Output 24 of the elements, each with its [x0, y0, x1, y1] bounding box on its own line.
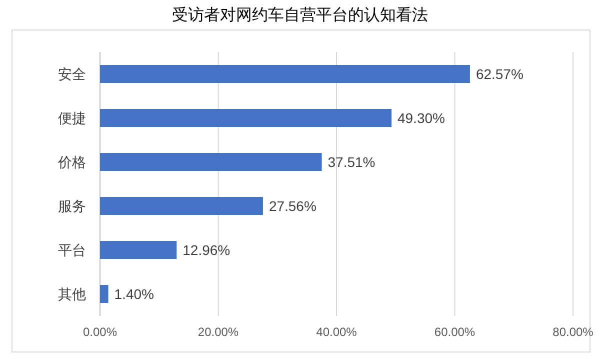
data-label: 49.30%	[397, 110, 445, 126]
data-label: 27.56%	[268, 198, 316, 214]
bar	[100, 285, 108, 303]
data-label: 12.96%	[182, 242, 230, 258]
y-tick-label: 服务	[58, 198, 86, 214]
x-tick-label: 80.00%	[552, 325, 594, 339]
y-tick-label: 其他	[58, 286, 86, 302]
bar	[100, 241, 177, 259]
x-tick-label: 60.00%	[434, 325, 476, 339]
y-tick-label: 便捷	[58, 110, 86, 126]
y-tick-label: 价格	[57, 154, 86, 170]
bar	[100, 197, 263, 215]
data-label: 1.40%	[114, 286, 154, 302]
data-label: 62.57%	[476, 66, 524, 82]
bar	[100, 153, 322, 171]
x-tick-label: 20.00%	[198, 325, 239, 339]
data-label: 37.51%	[328, 154, 376, 170]
chart-title: 受访者对网约车自营平台的认知看法	[172, 6, 428, 24]
bar	[100, 65, 470, 83]
x-tick-label: 0.00%	[82, 325, 118, 339]
bar	[100, 109, 392, 127]
y-tick-label: 平台	[58, 242, 86, 258]
y-tick-label: 安全	[58, 66, 86, 82]
x-tick-label: 40.00%	[316, 325, 358, 339]
